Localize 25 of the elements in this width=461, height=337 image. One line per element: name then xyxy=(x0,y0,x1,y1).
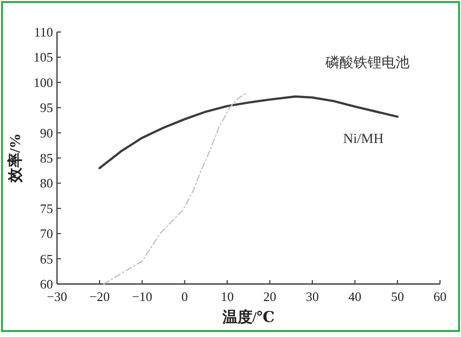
x-tick-label: 40 xyxy=(348,289,362,304)
y-tick-label: 65 xyxy=(40,251,53,266)
y-tick-label: 110 xyxy=(34,24,53,40)
annotation: Ni/MH xyxy=(343,132,384,147)
y-tick-label: 80 xyxy=(40,176,53,191)
y-tick-label: 85 xyxy=(40,150,53,166)
y-tick-label: 75 xyxy=(40,200,53,216)
x-tick-label: −10 xyxy=(132,289,152,304)
y-tick-label: 100 xyxy=(34,74,53,90)
y-tick-label: 70 xyxy=(40,226,53,242)
x-tick-label: −20 xyxy=(89,289,110,304)
y-tick-label: 105 xyxy=(34,50,53,65)
x-axis-title: 温度/℃ xyxy=(221,308,275,326)
annotation: 磷酸铁锂电池 xyxy=(324,55,410,72)
y-tick-label: 60 xyxy=(40,276,53,292)
y-tick-label: 95 xyxy=(40,100,53,116)
x-tick-label: 0 xyxy=(181,289,188,304)
x-tick-label: −30 xyxy=(46,289,68,304)
x-tick-label: 20 xyxy=(263,289,276,304)
y-axis-title: 效率/% xyxy=(6,133,24,184)
x-tick-label: 50 xyxy=(390,289,404,304)
x-tick-label: 10 xyxy=(220,289,234,304)
x-tick-label: 30 xyxy=(306,289,319,304)
y-tick-label: 90 xyxy=(40,125,53,140)
x-tick-label: 60 xyxy=(434,289,446,304)
